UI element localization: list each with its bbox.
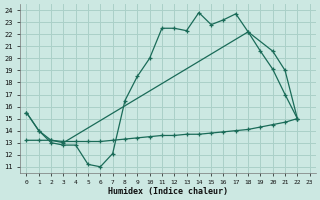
X-axis label: Humidex (Indice chaleur): Humidex (Indice chaleur) <box>108 187 228 196</box>
